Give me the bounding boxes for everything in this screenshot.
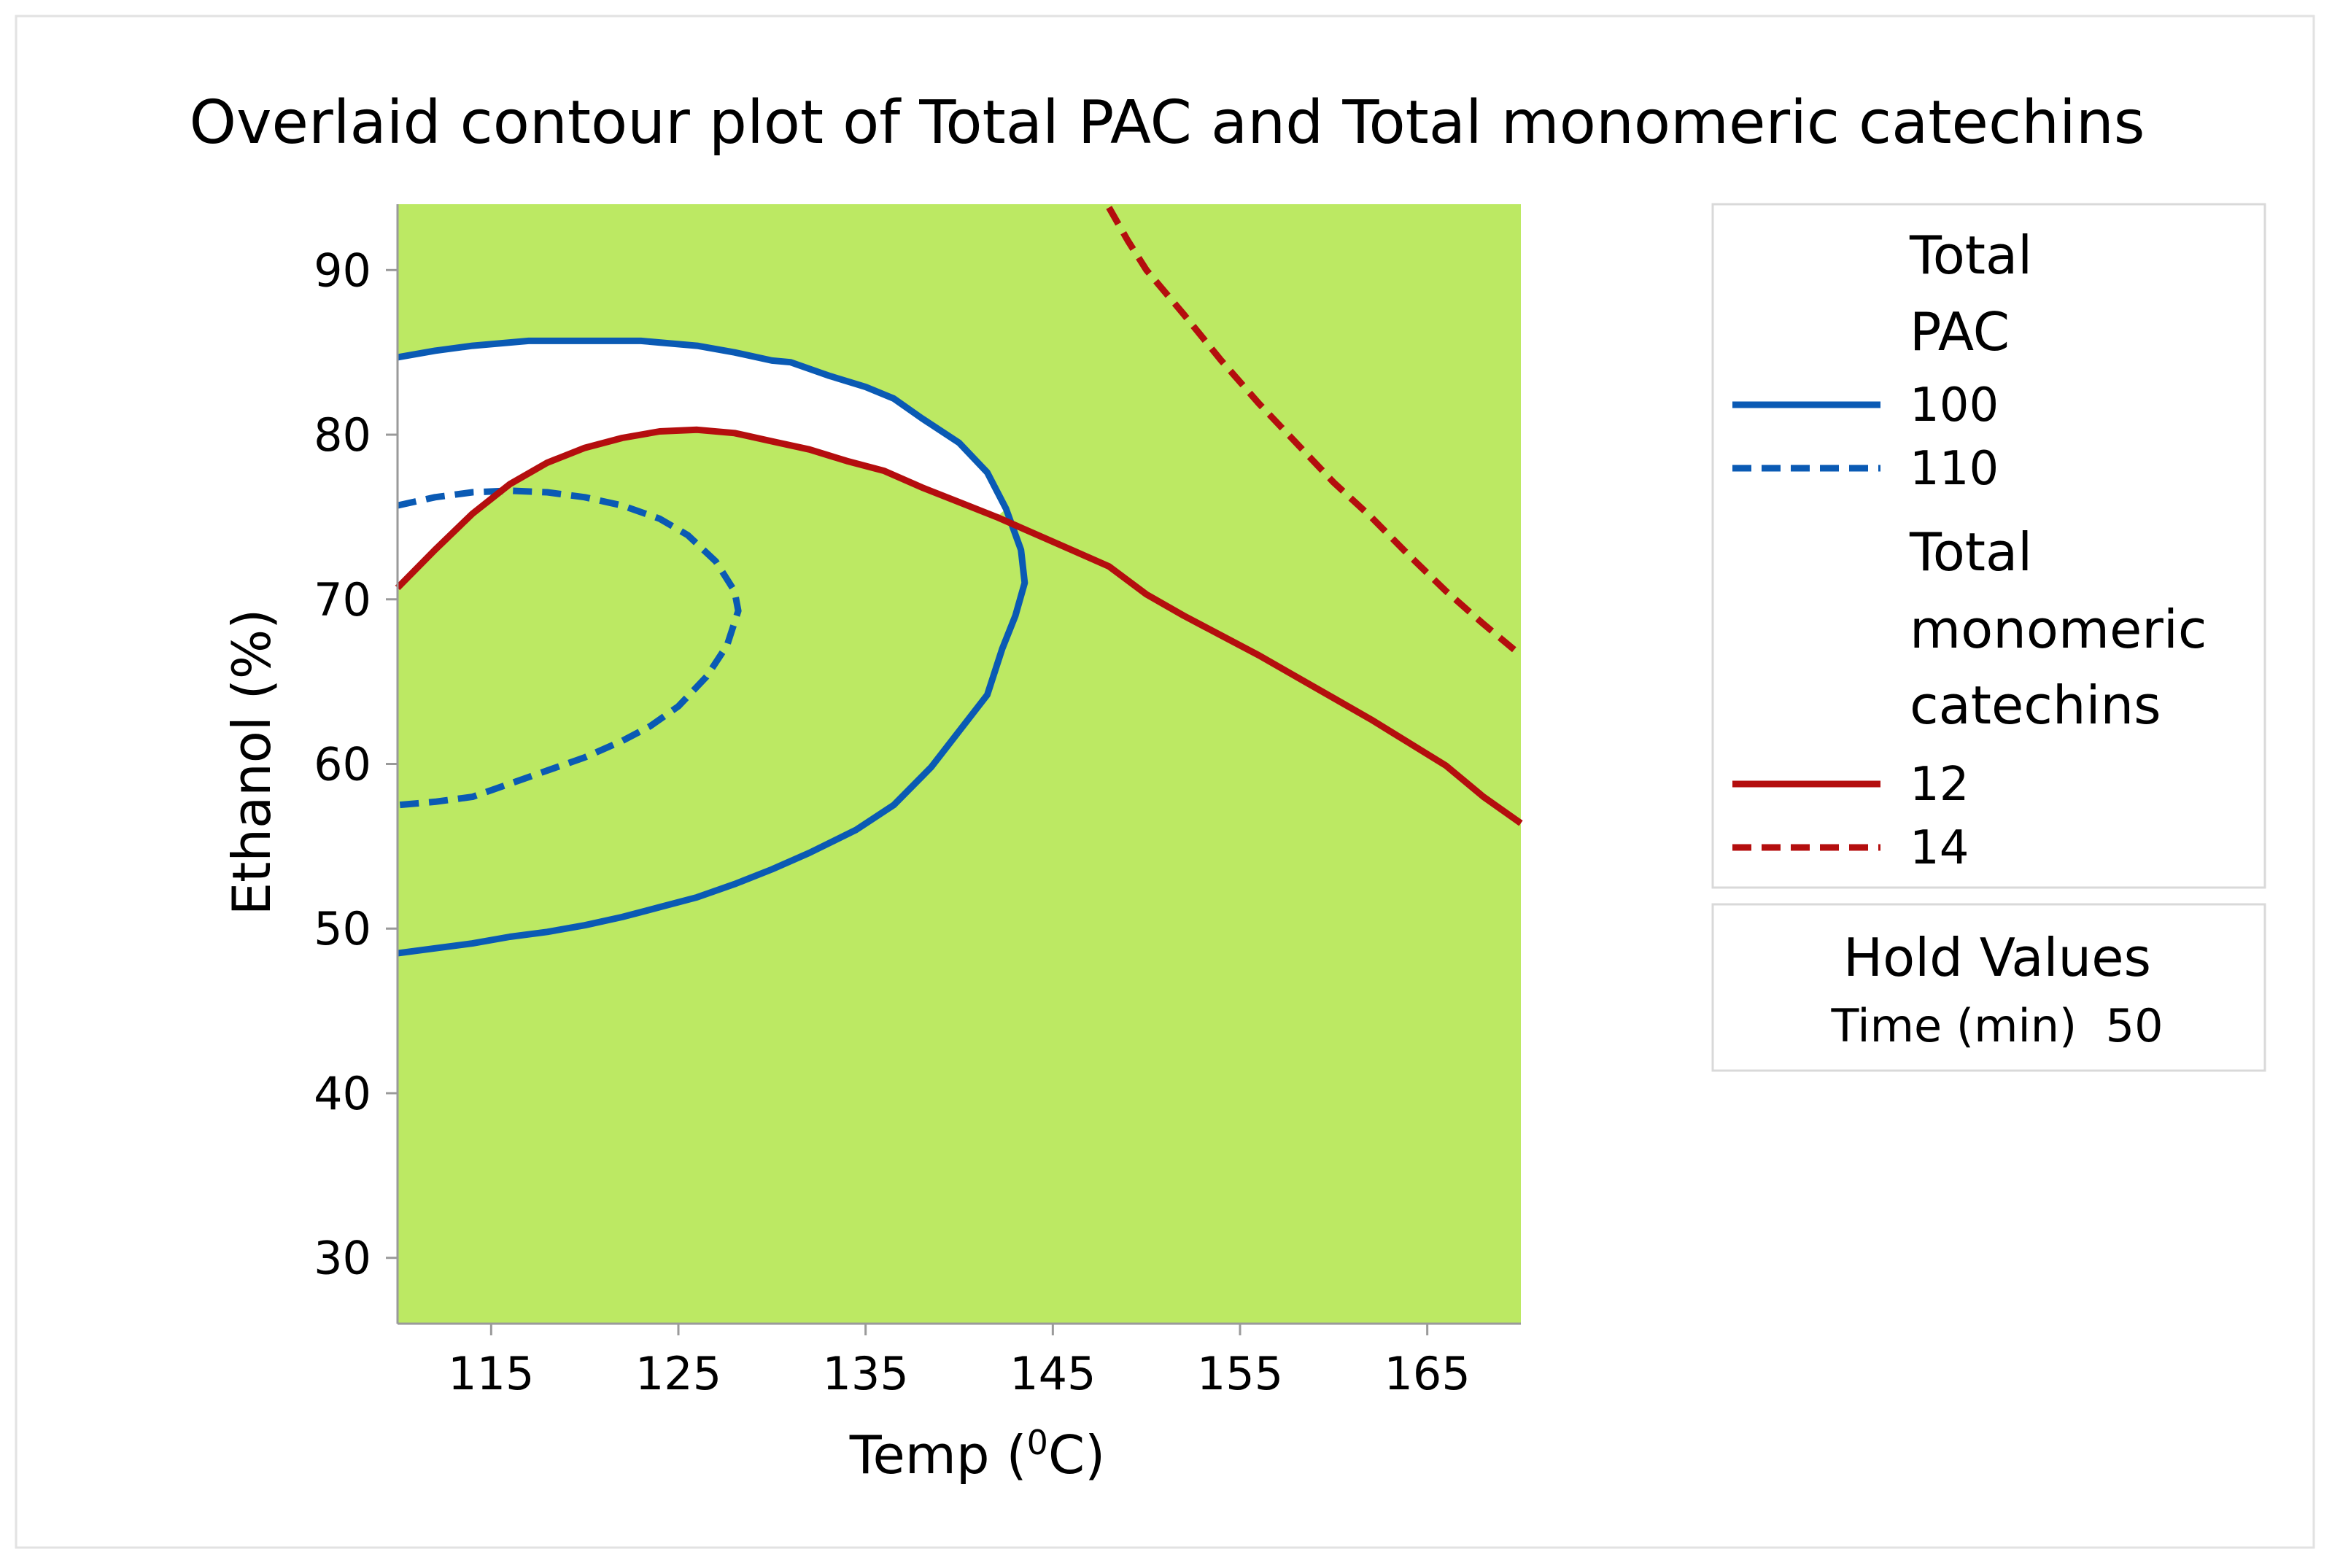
legend: Total PAC 100 110 Total monomeric catech… <box>1711 203 2266 1072</box>
y-tick-label: 80 <box>314 408 371 462</box>
y-tick-label: 90 <box>314 244 371 297</box>
x-tick-label: 115 <box>448 1347 534 1400</box>
x-axis-title: Temp (0C) <box>849 1423 1106 1486</box>
y-tick-label: 70 <box>314 573 371 626</box>
x-axis: 115 125 135 145 155 165 <box>398 1322 1521 1400</box>
hold-values-box <box>1711 903 2266 1072</box>
y-tick-label: 60 <box>314 738 371 791</box>
y-tick-label: 30 <box>314 1232 371 1285</box>
x-tick-label: 125 <box>635 1347 721 1400</box>
legend-label-pac-110: 110 <box>1910 442 1999 496</box>
y-axis-title: Ethanol (%) <box>221 609 282 916</box>
legend-group-pac-title-line-1: Total <box>1909 225 2032 286</box>
x-tick-label: 145 <box>1010 1347 1096 1400</box>
unshaded-region <box>398 341 1007 588</box>
y-axis: 30 40 50 60 70 80 90 <box>314 204 399 1324</box>
legend-box <box>1711 203 2266 889</box>
x-axis-title-main: Temp ( <box>849 1424 1027 1486</box>
x-axis-title-tail: C) <box>1048 1424 1105 1486</box>
x-tick-label: 165 <box>1384 1347 1470 1400</box>
x-axis-title-superscript: 0 <box>1027 1423 1048 1462</box>
legend-label-pac-100: 100 <box>1910 379 1999 432</box>
contour-catechins-14 <box>1106 206 1523 658</box>
y-tick-label: 40 <box>314 1067 371 1120</box>
hold-values-title: Hold Values <box>1843 927 2151 988</box>
legend-label-catechins-12: 12 <box>1910 758 1969 812</box>
y-tick-label: 50 <box>314 902 371 955</box>
plot-area: 115 125 135 145 155 165 30 40 50 60 70 80 90 <box>314 204 1523 1400</box>
legend-group-catechins-title-line-2: monomeric <box>1910 599 2207 660</box>
legend-group-catechins-title-line-1: Total <box>1909 521 2032 583</box>
legend-group-catechins-title-line-3: catechins <box>1910 675 2161 736</box>
chart-title: Overlaid contour plot of Total PAC and T… <box>189 88 2145 158</box>
legend-group-pac-title-line-2: PAC <box>1910 301 2010 362</box>
contour-pac-110 <box>397 487 742 809</box>
hold-values-text: Time (min) 50 <box>1830 999 2163 1052</box>
contour-layer <box>395 206 1523 957</box>
contour-pac-100 <box>397 337 1029 957</box>
legend-label-catechins-14: 14 <box>1910 821 1969 875</box>
x-tick-label: 155 <box>1197 1347 1283 1400</box>
contour-catechins-12 <box>395 426 1523 826</box>
x-tick-label: 135 <box>822 1347 908 1400</box>
